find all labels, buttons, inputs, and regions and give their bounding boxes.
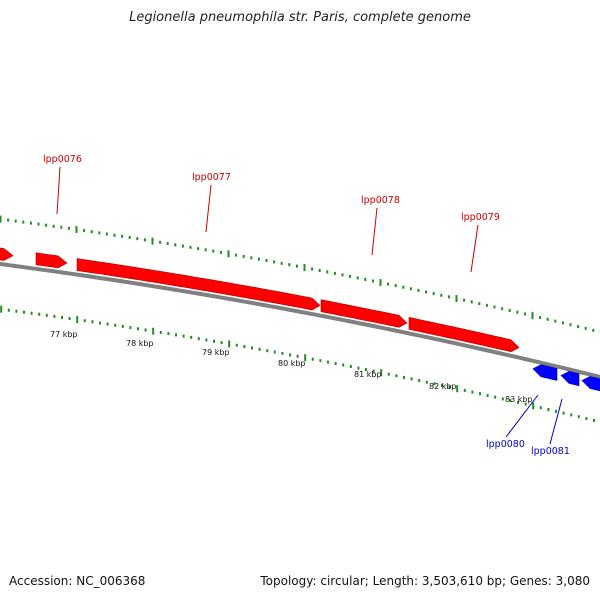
scale-label: 78 kbp [126,339,154,348]
gene-arrow-lpp0080[interactable] [532,364,558,381]
gene-label-lpp0078[interactable]: lpp0078 [361,195,400,206]
scale-label: 79 kbp [202,348,230,357]
gene-arrow-lpp0078[interactable] [320,299,408,328]
label-leader-line [505,394,539,438]
gene-label-lpp0079[interactable]: lpp0079 [461,212,500,223]
gene-arrow-lpp0079[interactable] [408,317,520,353]
gene-arrow-lpp0076[interactable] [35,252,68,269]
accession-text: Accession: NC_006368 [9,574,146,588]
label-leader-line [549,398,563,445]
inner-tick-track [0,305,595,422]
label-leader-line [470,224,479,273]
gene-arrow-lpp0077[interactable] [76,258,321,311]
gene-arrow-lpp0075[interactable] [0,245,14,261]
scale-label: 83 kbp [505,395,533,404]
label-leader-line [56,166,61,215]
gene-label-lpp0081[interactable]: lpp0081 [531,446,570,457]
outer-tick-track [0,215,600,334]
label-leader-line [205,184,212,233]
gene-label-lpp0077[interactable]: lpp0077 [192,172,231,183]
label-leader-line [371,207,378,256]
gene-arrow-lpp0082[interactable] [581,376,600,394]
topology-summary: Topology: circular; Length: 3,503,610 bp… [260,574,590,588]
label-leaders [56,166,563,445]
genome-backbone [0,261,600,379]
gene-labels: lpp0076 lpp0077 lpp0078 lpp0079 lpp0080 … [43,154,570,457]
scale-label: 80 kbp [278,359,306,368]
scale-label: 81 kbp [354,370,382,379]
map-title: Legionella pneumophila str. Paris, compl… [129,10,471,25]
scale-label: 77 kbp [50,330,78,339]
gene-track [0,245,600,394]
scale-labels: 77 kbp 78 kbp 79 kbp 80 kbp 81 kbp 82 kb… [50,330,533,404]
gene-label-lpp0076[interactable]: lpp0076 [43,154,82,165]
scale-label: 82 kbp [429,382,457,391]
gene-label-lpp0080[interactable]: lpp0080 [486,439,525,450]
gene-arrow-lpp0081[interactable] [560,371,580,387]
